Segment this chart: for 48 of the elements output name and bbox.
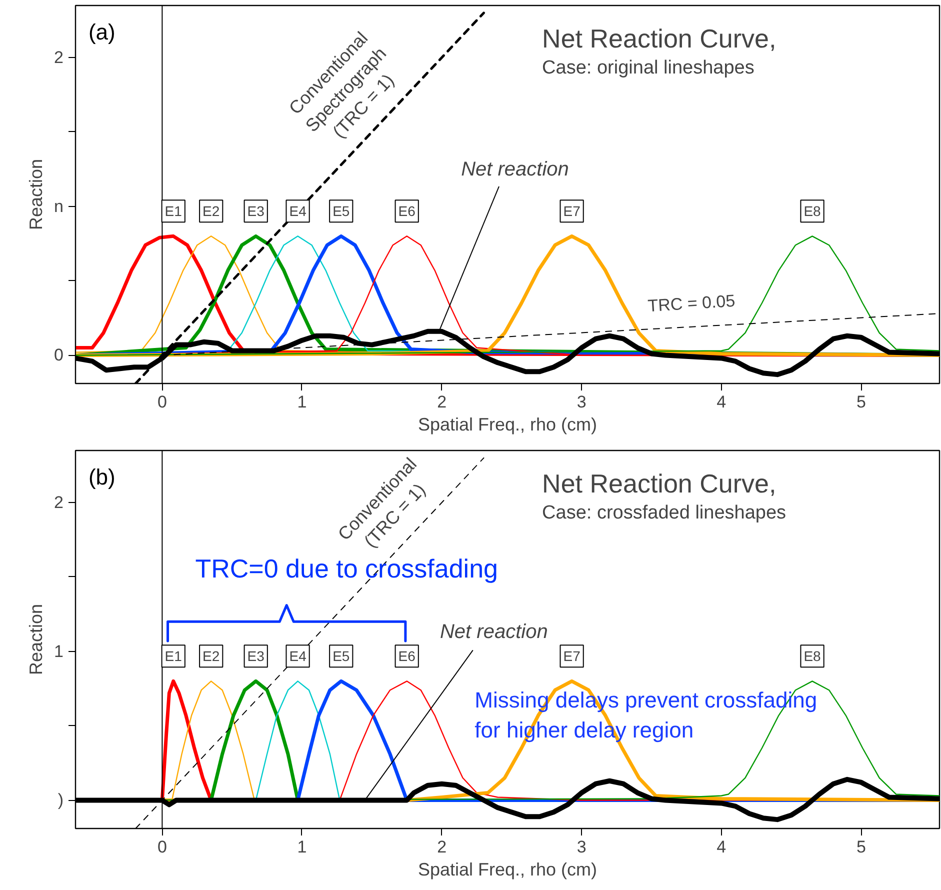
series-label: E4	[289, 203, 307, 220]
series-label: E5	[332, 648, 350, 664]
text: Case: crossfaded lineshapes	[542, 502, 786, 524]
x-tick-label: 3	[576, 838, 586, 856]
annotation: Net reaction	[440, 621, 548, 644]
x-tick-label: 4	[716, 838, 726, 856]
x-tick-label: 3	[576, 392, 586, 412]
x-tick-label: 1	[297, 838, 307, 856]
series-label: E2	[202, 648, 220, 664]
annotation: (a)	[88, 19, 116, 44]
x-tick-label: 0	[157, 392, 167, 412]
annotation: TRC = 0.05	[647, 291, 736, 316]
y-tick-label: 2	[54, 493, 64, 512]
series-label: E1	[164, 648, 182, 664]
text: Net Reaction Curve,	[542, 468, 776, 498]
annotation: TRC=0 due to crossfading	[195, 553, 498, 584]
series-label: E4	[289, 648, 307, 664]
series-label: E3	[247, 203, 265, 220]
y-tick-label: )	[58, 790, 64, 810]
y-tick-label: n	[54, 196, 64, 216]
series-label: E1	[164, 203, 182, 220]
series-label: E5	[332, 203, 350, 220]
x-tick-label: 5	[856, 392, 866, 412]
y-tick-label: 1	[54, 642, 64, 661]
y-axis-title: Reaction	[26, 158, 46, 230]
series-label: E3	[247, 648, 265, 664]
series-label: E6	[398, 203, 416, 220]
text: Case: original lineshapes	[542, 58, 754, 78]
y-tick-label: 0	[54, 346, 64, 365]
series-label: E8	[804, 203, 822, 220]
x-axis-title: Spatial Freq., rho (cm)	[418, 860, 598, 880]
x-tick-label: 1	[297, 392, 307, 412]
y-tick-label: 2	[54, 48, 64, 68]
series-label: E2	[202, 203, 220, 220]
x-tick-label: 2	[437, 838, 447, 856]
annotation: Net reaction	[461, 158, 569, 180]
series-label: E7	[563, 203, 581, 220]
text: Net Reaction Curve,	[542, 24, 776, 54]
x-tick-label: 4	[716, 392, 726, 412]
x-tick-label: 2	[437, 392, 447, 412]
series-label: E8	[804, 648, 822, 664]
x-axis-title: Spatial Freq., rho (cm)	[418, 414, 598, 434]
series-label: E7	[563, 648, 581, 664]
x-tick-label: 0	[157, 838, 167, 856]
y-axis-title: Reaction	[26, 604, 46, 676]
series-label: E6	[398, 648, 416, 664]
annotation: (b)	[88, 464, 116, 490]
x-tick-label: 5	[856, 838, 866, 856]
